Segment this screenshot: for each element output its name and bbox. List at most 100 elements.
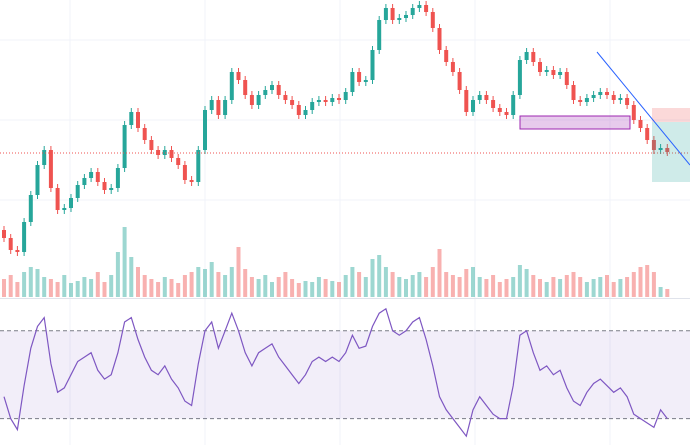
volume-bar <box>457 277 462 297</box>
candle-body <box>156 150 161 155</box>
volume-bar <box>404 279 408 297</box>
candle-body <box>48 150 53 188</box>
candle-body <box>658 148 663 150</box>
volume-bar <box>270 282 274 297</box>
volume-bar <box>417 272 422 297</box>
candle-body <box>397 18 402 20</box>
volume-bar <box>631 272 636 297</box>
candle-body <box>618 98 623 100</box>
candle-body <box>42 150 47 165</box>
volume-bar <box>377 255 382 297</box>
volume-bar <box>638 267 643 297</box>
volume-bar <box>410 275 415 297</box>
candle-body <box>437 28 442 50</box>
candle-body <box>625 98 630 105</box>
rsi-pane <box>0 307 690 438</box>
volume-bar <box>464 269 469 297</box>
candle-body <box>136 112 140 128</box>
volume-bar <box>249 277 254 297</box>
candle-body <box>531 52 536 62</box>
volume-bar <box>229 267 234 297</box>
candle-body <box>404 15 408 18</box>
candle-body <box>450 62 455 72</box>
candle-body <box>377 20 382 50</box>
candle-body <box>62 208 67 210</box>
target-zone <box>652 122 690 182</box>
candle-body <box>357 72 362 82</box>
candle-body <box>383 8 388 20</box>
volume-bar <box>397 277 402 297</box>
candle-body <box>430 12 435 28</box>
candle-body <box>491 100 496 108</box>
volume-bar <box>477 277 482 297</box>
candle-body <box>638 120 643 128</box>
candle-body <box>216 100 221 115</box>
volume-bar <box>236 247 241 297</box>
volume-bar <box>243 269 248 297</box>
volume-bar <box>564 275 569 297</box>
candle-body <box>276 85 281 95</box>
candle-body <box>95 172 100 182</box>
candle-body <box>69 198 73 208</box>
candle-body <box>296 105 301 115</box>
candle-body <box>256 95 261 105</box>
volume-bar <box>424 277 429 297</box>
volume-bar <box>89 279 94 297</box>
candle-body <box>424 5 429 12</box>
volume-bar <box>142 275 147 297</box>
candle-body <box>564 72 569 85</box>
volume-bar <box>390 272 395 297</box>
candle-body <box>310 102 315 110</box>
candle-body <box>544 70 549 72</box>
candle-body <box>337 98 341 100</box>
price-pane <box>2 1 670 256</box>
volume-bar <box>55 282 60 297</box>
candle-body <box>444 50 449 62</box>
volume-bar <box>310 282 315 297</box>
candle-body <box>15 250 20 252</box>
volume-bar <box>571 272 576 297</box>
volume-bar <box>591 279 596 297</box>
candle-body <box>584 98 589 102</box>
volume-bar <box>109 275 114 297</box>
candle-body <box>236 72 241 80</box>
candle-body <box>263 90 268 95</box>
candle-body <box>303 110 308 115</box>
volume-bar <box>69 283 73 297</box>
volume-bar <box>658 287 663 297</box>
volume-bar <box>115 252 120 297</box>
volume-bar <box>189 272 194 297</box>
candle-body <box>350 72 355 92</box>
volume-bar <box>484 279 489 297</box>
candle-body <box>665 148 670 152</box>
candle-body <box>283 95 288 100</box>
candle-body <box>102 182 107 190</box>
candle-body <box>82 178 87 185</box>
volume-bar <box>383 267 388 297</box>
candle-body <box>598 92 603 95</box>
candle-body <box>243 80 248 95</box>
candle-body <box>477 95 482 100</box>
candle-body <box>28 195 33 222</box>
candle-body <box>323 100 328 102</box>
trend-line <box>596 51 690 166</box>
volume-bar <box>544 282 549 297</box>
candle-body <box>8 238 13 250</box>
volume-bar <box>337 282 341 297</box>
candle-body <box>410 8 415 15</box>
candle-body <box>115 168 120 188</box>
candle-body <box>189 180 194 182</box>
candle-body <box>558 72 563 75</box>
candle-body <box>142 128 147 140</box>
volume-bar <box>303 281 308 297</box>
volume-bar <box>48 279 53 297</box>
volume-bar <box>296 283 301 297</box>
volume-bar <box>2 279 6 297</box>
candle-body <box>504 112 509 115</box>
candle-body <box>109 188 114 190</box>
volume-bar <box>169 279 174 297</box>
candle-body <box>417 5 422 8</box>
candle-body <box>591 95 596 98</box>
